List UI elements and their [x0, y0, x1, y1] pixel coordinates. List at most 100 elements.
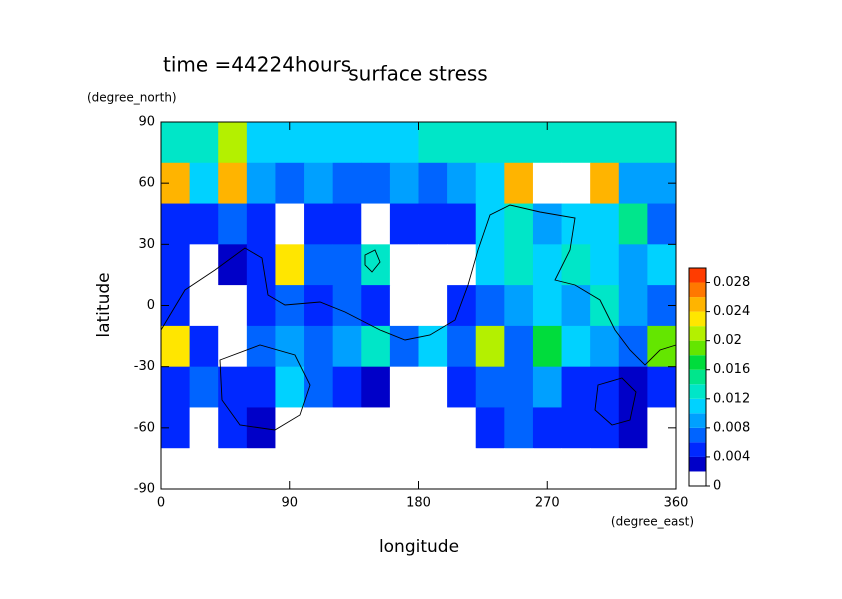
field-cell	[504, 366, 534, 408]
field-cell	[218, 407, 248, 449]
field-cell	[418, 285, 448, 327]
field-cell	[590, 407, 620, 449]
y-unit: (degree_north)	[87, 91, 177, 105]
field-cell	[361, 122, 391, 164]
field-cell	[361, 203, 391, 245]
x-tick-label: 90	[281, 496, 298, 511]
field-cell	[532, 162, 563, 205]
field-cell	[189, 122, 219, 164]
field-cell	[447, 407, 477, 449]
field-cell	[161, 122, 191, 164]
field-cell	[304, 407, 334, 449]
field-cell	[389, 203, 419, 245]
field-cell	[590, 366, 620, 408]
colorbar-band	[689, 413, 706, 428]
colorbar-tick-label: 0.008	[713, 420, 750, 435]
field-cell	[189, 244, 219, 286]
field-cell	[246, 366, 276, 408]
field-cell	[418, 366, 448, 408]
colorbar-band	[689, 355, 706, 370]
field-cell	[275, 285, 305, 327]
field-cell	[246, 325, 276, 368]
field-cell	[418, 162, 448, 205]
field-cell	[389, 448, 419, 490]
colorbar-tick-label: 0.024	[713, 304, 750, 319]
field-cell	[189, 162, 219, 205]
field-cell	[561, 448, 591, 490]
field-cell	[561, 203, 591, 245]
field-cell	[418, 203, 448, 245]
field-cell	[447, 203, 477, 245]
field-cell	[246, 203, 276, 245]
field-cell	[475, 407, 505, 449]
field-cell	[275, 366, 305, 408]
field-cell	[332, 325, 362, 368]
field-cell	[218, 366, 248, 408]
colorbar-band	[689, 427, 706, 443]
field-cell	[590, 203, 620, 245]
field-cell	[304, 366, 334, 408]
field-cell	[218, 325, 248, 368]
field-cell	[332, 122, 362, 164]
field-cell	[590, 244, 620, 286]
field-cell	[647, 366, 677, 408]
subtitle: time =44224hours	[163, 53, 351, 77]
field-cell	[561, 162, 591, 205]
colorbar-tick-label: 0.016	[713, 362, 750, 377]
field-cell	[475, 122, 505, 164]
field-cell	[389, 325, 419, 368]
colorbar-band	[689, 456, 706, 472]
field-cell	[504, 285, 534, 327]
y-tick-label: 90	[138, 115, 155, 130]
field-cell	[275, 325, 305, 368]
field-cell	[532, 203, 563, 245]
field-cell	[561, 407, 591, 449]
field-cell	[304, 244, 334, 286]
field-cell	[275, 162, 305, 205]
field-cell	[447, 285, 477, 327]
x-axis-label: longitude	[379, 537, 459, 557]
field-cell	[246, 122, 276, 164]
colorbar-tick-label: 0.004	[713, 449, 750, 464]
field-cell	[332, 162, 362, 205]
coastlines	[160, 204, 677, 431]
field-cell	[447, 122, 477, 164]
field-cell	[304, 325, 334, 368]
colorbar-band	[689, 311, 706, 327]
field-cell	[647, 244, 677, 286]
field-cell	[189, 366, 219, 408]
y-tick-label: 60	[138, 176, 155, 191]
chart-title: surface stress	[348, 62, 487, 86]
field-cell	[332, 285, 362, 327]
field-cell	[161, 448, 191, 490]
field-cell	[618, 122, 648, 164]
colorbar-band	[689, 384, 706, 399]
field-cell	[532, 285, 563, 327]
field-cell	[618, 162, 648, 205]
field-cell	[218, 244, 248, 286]
field-cell	[332, 407, 362, 449]
colorbar-band	[689, 326, 706, 341]
field-cell	[418, 448, 448, 490]
field-cell	[504, 448, 534, 490]
field-cell	[418, 244, 448, 286]
x-tick-label: 360	[664, 496, 689, 511]
field-cell	[532, 407, 563, 449]
field-cell	[389, 285, 419, 327]
field-cell	[561, 366, 591, 408]
field-cell	[418, 407, 448, 449]
field-cell	[275, 203, 305, 245]
field-cell	[618, 407, 648, 449]
field-cell	[361, 162, 391, 205]
field-cell	[618, 325, 648, 368]
field-cell	[618, 244, 648, 286]
colorbar-tick-label: 0.012	[713, 391, 750, 406]
field-cell	[590, 448, 620, 490]
field-cell	[161, 244, 191, 286]
field-cell	[532, 366, 563, 408]
y-tick-label: -90	[134, 482, 155, 497]
field-cell	[475, 448, 505, 490]
field-cell	[246, 244, 276, 286]
field-cell	[447, 244, 477, 286]
